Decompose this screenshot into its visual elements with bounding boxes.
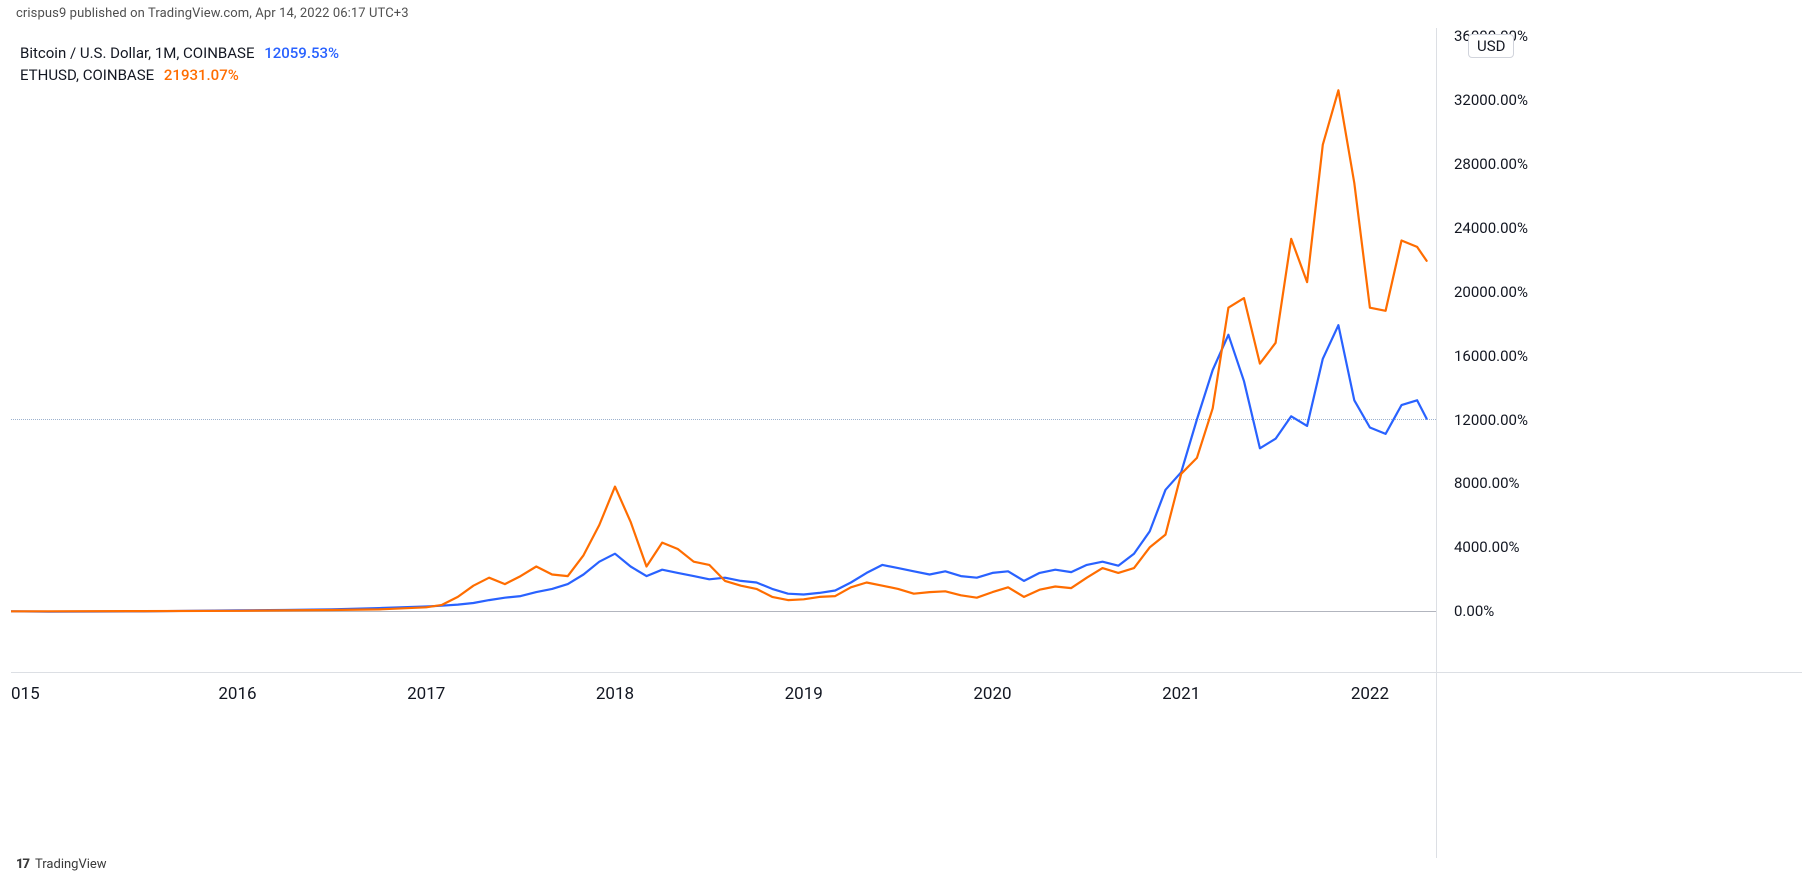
publish-info: crispus9 published on TradingView.com, A…	[16, 6, 409, 21]
y-tick-label: 20000.00%	[1454, 283, 1528, 301]
series-line-btcusd	[11, 325, 1427, 611]
y-tick-label: 0.00%	[1454, 602, 1494, 620]
x-tick-label: 2017	[407, 684, 445, 704]
y-tick-label: 4000.00%	[1454, 538, 1520, 556]
y-tick-label: 32000.00%	[1454, 91, 1528, 109]
x-tick-label: 2022	[1351, 684, 1389, 704]
y-axis[interactable]: 0.00% 4000.00% 8000.00% 12000.00% 16000.00% 2…	[1446, 28, 1586, 672]
page-root: crispus9 published on TradingView.com, A…	[0, 0, 1813, 880]
y-tick-label: 28000.00%	[1454, 155, 1528, 173]
tradingview-attribution[interactable]: 17 TradingView	[16, 857, 107, 872]
x-axis[interactable]: 015 2016 2017 2018 2019 2020 2021 2022	[11, 678, 1436, 710]
chart-svg	[11, 28, 1436, 672]
x-tick-label: 2021	[1162, 684, 1200, 704]
x-tick-label: 015	[11, 684, 40, 704]
y-tick-label: 24000.00%	[1454, 219, 1528, 237]
y-tick-label: 8000.00%	[1454, 474, 1520, 492]
x-tick-label: 2018	[596, 684, 634, 704]
y-axis-divider	[1436, 28, 1437, 858]
tradingview-label: TradingView	[35, 857, 107, 872]
currency-badge[interactable]: USD	[1468, 34, 1514, 58]
y-tick-label: 12000.00%	[1454, 411, 1528, 429]
y-tick-label: 16000.00%	[1454, 347, 1528, 365]
x-tick-label: 2020	[973, 684, 1011, 704]
series-line-ethusd	[11, 90, 1427, 611]
x-tick-label: 2016	[218, 684, 256, 704]
chart-plot-area[interactable]	[11, 28, 1436, 672]
tradingview-logo-icon: 17	[16, 857, 29, 872]
x-axis-divider	[11, 672, 1802, 673]
x-tick-label: 2019	[785, 684, 823, 704]
